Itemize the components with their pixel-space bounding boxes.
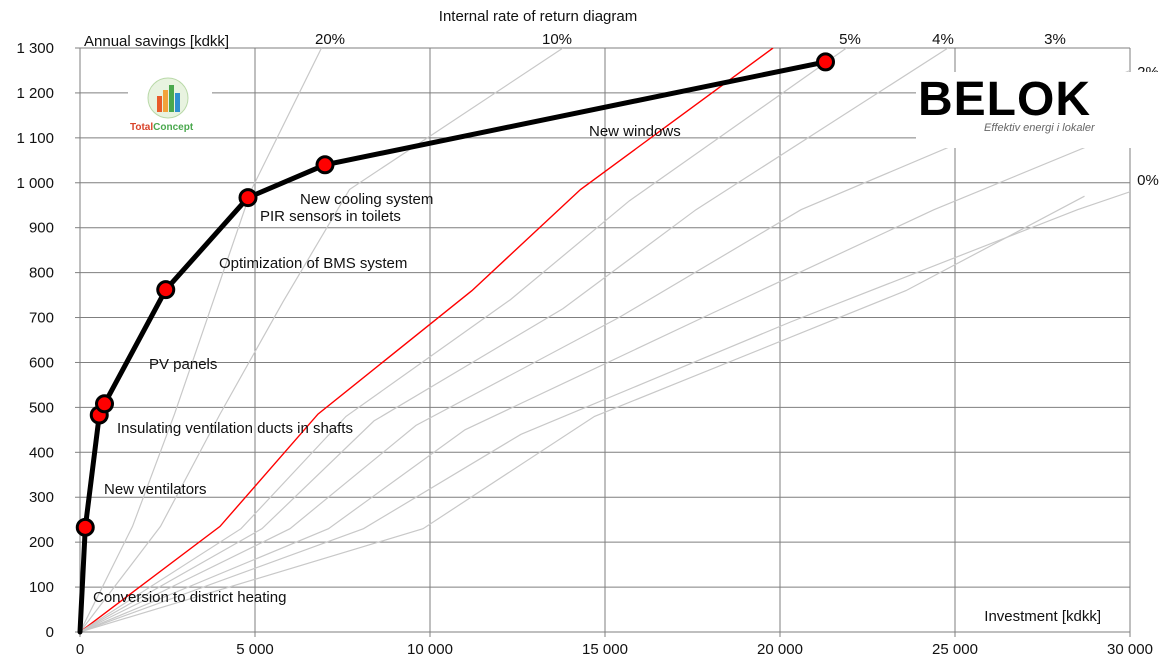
point-label: PIR sensors in toilets xyxy=(260,208,401,225)
savings-line xyxy=(77,59,828,635)
logo-backdrop xyxy=(916,72,1162,148)
point-label: New ventilators xyxy=(104,481,207,498)
data-point xyxy=(315,155,335,175)
irr-label: 3% xyxy=(1044,31,1066,48)
point-label: New windows xyxy=(589,123,681,140)
belok-tagline: Effektiv energi i lokaler xyxy=(984,122,1095,134)
irr-curves xyxy=(80,48,1130,632)
x-tick-label: 5 000 xyxy=(236,641,274,658)
point-label: PV panels xyxy=(149,356,217,373)
irr-label: 20% xyxy=(315,31,345,48)
irr-curve xyxy=(80,128,1130,632)
x-tick-label: 20 000 xyxy=(757,641,803,658)
y-tick-label: 700 xyxy=(29,310,54,327)
axes: 20%10%5%4%3%2%1%0%0100200300400500600700… xyxy=(16,31,1162,658)
x-tick-label: 25 000 xyxy=(932,641,978,658)
y-axis-label: Annual savings [kdkk] xyxy=(84,33,229,50)
y-tick-label: 100 xyxy=(29,579,54,596)
savings-series xyxy=(75,52,835,635)
x-tick-label: 15 000 xyxy=(582,641,628,658)
chart-title: Internal rate of return diagram xyxy=(439,8,637,25)
y-tick-label: 1 300 xyxy=(16,40,54,57)
y-tick-label: 300 xyxy=(29,489,54,506)
irr-label: 0% xyxy=(1137,172,1159,189)
grid-lines xyxy=(80,47,1131,632)
irr-curve xyxy=(80,48,847,632)
point-labels: Conversion to district heating New ventil… xyxy=(93,123,681,606)
belok-logo: BELOK Effektiv energi i lokaler xyxy=(918,74,1154,146)
y-tick-label: 900 xyxy=(29,220,54,237)
y-tick-label: 400 xyxy=(29,444,54,461)
belok-wordmark: BELOK xyxy=(918,73,1091,126)
y-tick-label: 500 xyxy=(29,399,54,416)
data-point xyxy=(75,517,95,537)
data-point xyxy=(816,52,835,72)
y-tick-label: 800 xyxy=(29,265,54,282)
x-tick-label: 0 xyxy=(76,641,84,658)
point-label: Insulating ventilation ducts in shafts xyxy=(117,420,353,437)
point-label: Conversion to district heating xyxy=(93,589,286,606)
point-label: New cooling system xyxy=(300,191,433,208)
irr-label: 5% xyxy=(839,31,861,48)
irr-curve xyxy=(80,69,1130,632)
totalconcept-logo-icon xyxy=(147,77,189,119)
x-tick-label: 10 000 xyxy=(407,641,453,658)
y-tick-label: 200 xyxy=(29,534,54,551)
irr-curve xyxy=(80,191,1130,632)
irr-curve xyxy=(80,195,1085,632)
irr-curve xyxy=(80,48,323,632)
totalconcept-logo: TotalConcept xyxy=(128,76,208,136)
irr-label: 4% xyxy=(932,31,954,48)
data-point xyxy=(95,394,114,414)
irr-curve xyxy=(80,48,564,632)
y-tick-label: 1 100 xyxy=(16,130,54,147)
y-tick-label: 600 xyxy=(29,354,54,371)
irr-curve xyxy=(80,48,949,632)
totalconcept-logo-text: TotalConcept xyxy=(130,122,194,133)
data-point xyxy=(156,280,176,300)
irr-label: 10% xyxy=(542,31,572,48)
y-tick-label: 1 000 xyxy=(16,175,54,192)
x-axis-label: Investment [kdkk] xyxy=(984,608,1101,625)
y-tick-label: 1 200 xyxy=(16,85,54,102)
point-label: Optimization of BMS system xyxy=(219,255,407,272)
y-tick-label: 0 xyxy=(46,624,54,641)
data-point xyxy=(238,188,258,208)
irr-curve xyxy=(80,48,774,632)
x-tick-label: 30 000 xyxy=(1107,641,1153,658)
